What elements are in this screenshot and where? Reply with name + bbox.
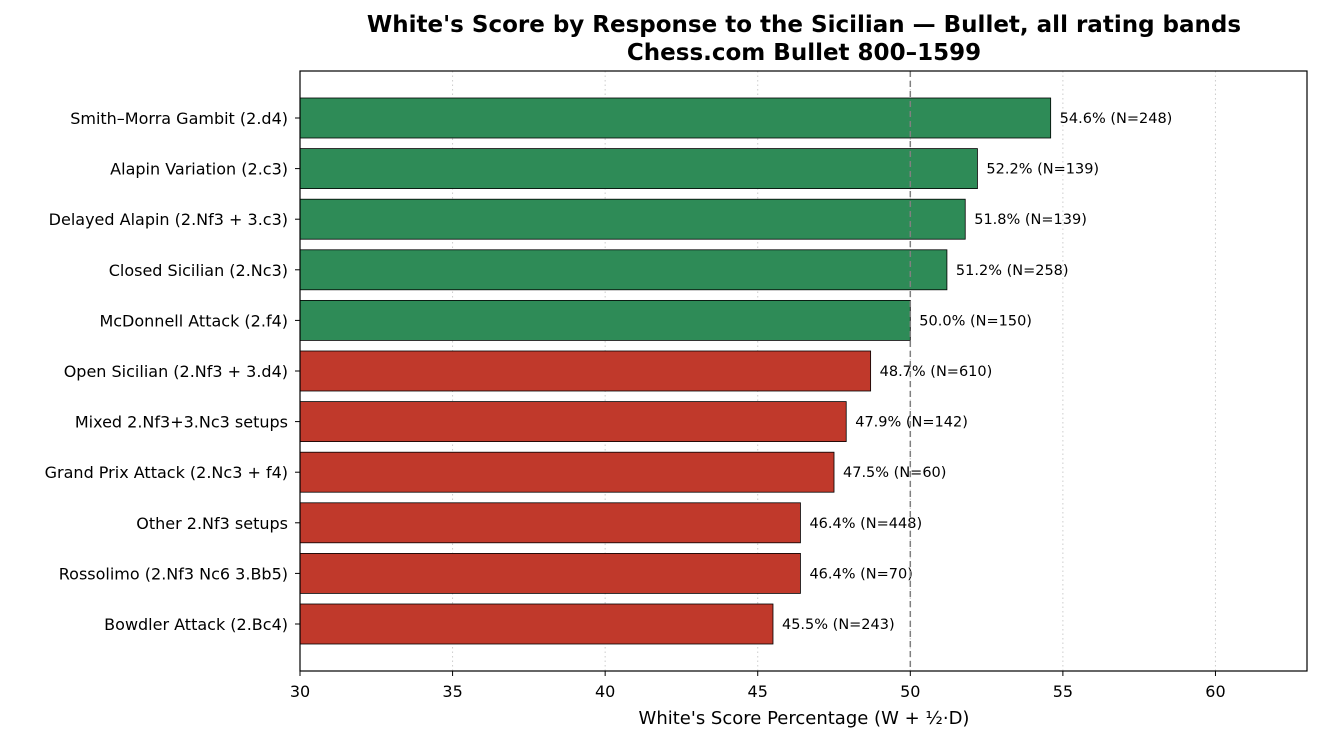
x-tick-label: 45: [748, 682, 768, 701]
bar: [299, 553, 801, 594]
bar-value-label: 47.9% (N=142): [855, 415, 968, 431]
y-tick-label: Alapin Variation (2.c3): [110, 160, 288, 179]
x-tick-label: 60: [1205, 682, 1225, 701]
y-tick-label: McDonnell Attack (2.f4): [99, 311, 288, 330]
y-tick-label: Open Sicilian (2.Nf3 + 3.d4): [64, 362, 288, 381]
bar-value-label: 48.7% (N=610): [880, 364, 993, 380]
x-axis-ticks: 30 35 40 45 50 55 60: [290, 671, 1226, 701]
chart-title: White's Score by Response to the Sicilia…: [367, 12, 1241, 38]
bar-value-label: 51.2% (N=258): [956, 263, 1069, 279]
bar-value-label: 45.5% (N=243): [782, 617, 895, 633]
bar-value-label: 52.2% (N=139): [986, 162, 1099, 178]
bar: [299, 350, 872, 392]
chart-subtitle: Chess.com Bullet 800–1599: [627, 40, 981, 66]
x-tick-label: 50: [900, 682, 920, 701]
bar: [299, 198, 966, 240]
bar: [299, 148, 978, 190]
bar-value-label: 50.0% (N=150): [919, 313, 1032, 329]
bar-value-label: 46.4% (N=70): [809, 566, 912, 582]
x-tick-label: 30: [290, 682, 310, 701]
bar-value-label: 46.4% (N=448): [809, 516, 922, 532]
bar: [299, 451, 835, 493]
bar: [299, 502, 801, 544]
bar-value-label: 51.8% (N=139): [974, 212, 1087, 228]
y-tick-label: Rossolimo (2.Nf3 Nc6 3.Bb5): [59, 564, 288, 583]
y-tick-label: Grand Prix Attack (2.Nc3 + f4): [45, 463, 288, 482]
y-tick-label: Other 2.Nf3 setups: [136, 514, 288, 533]
bar: [299, 97, 1052, 139]
y-tick-label: Delayed Alapin (2.Nf3 + 3.c3): [49, 210, 288, 229]
bar-value-label: 54.6% (N=248): [1060, 111, 1173, 127]
x-tick-label: 35: [442, 682, 462, 701]
y-tick-label: Mixed 2.Nf3+3.Nc3 setups: [75, 413, 288, 432]
bar: [299, 401, 847, 443]
bar: [299, 603, 774, 645]
bar: [299, 249, 948, 291]
y-tick-label: Closed Sicilian (2.Nc3): [109, 261, 288, 280]
x-tick-label: 55: [1053, 682, 1073, 701]
x-tick-label: 40: [595, 682, 615, 701]
bar-value-label: 47.5% (N=60): [843, 465, 946, 481]
y-tick-label: Smith–Morra Gambit (2.d4): [70, 109, 288, 128]
bars: 54.6% (N=248) 52.2% (N=139) 51.8% (N=139) 5…: [299, 97, 1173, 645]
y-tick-label: Bowdler Attack (2.Bc4): [104, 615, 288, 634]
x-axis-label: White's Score Percentage (W + ½·D): [639, 708, 970, 729]
y-axis-ticks: Smith–Morra Gambit (2.d4) Alapin Variatio…: [45, 109, 300, 634]
bar: [299, 299, 911, 341]
